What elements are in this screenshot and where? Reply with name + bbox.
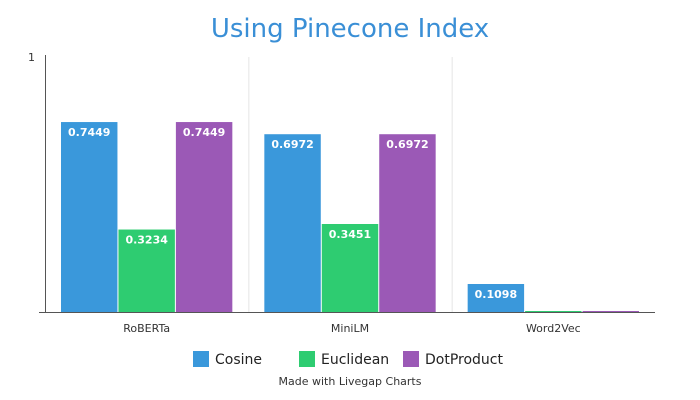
data-label: 0.3234	[125, 234, 168, 247]
bar-cosine-roberta	[61, 122, 118, 312]
bar-dotproduct-roberta	[175, 122, 233, 312]
bar-dotproduct-minilm	[379, 134, 436, 312]
x-tick-label: MiniLM	[331, 322, 369, 335]
legend-swatch-euclidean	[299, 351, 315, 367]
x-axis-ticks: RoBERTa MiniLM Word2Vec	[123, 322, 580, 335]
bar-euclidean-minilm	[321, 223, 379, 312]
data-label: 0.1098	[475, 288, 517, 301]
x-tick-label: RoBERTa	[123, 322, 170, 335]
grid-lines	[248, 57, 453, 312]
y-axis-ticks: 1	[28, 51, 35, 64]
data-label: 0.7449	[183, 126, 225, 139]
data-label: 0.3451	[329, 228, 371, 241]
axes	[39, 55, 655, 313]
legend-swatch-dotproduct	[403, 351, 419, 367]
legend-label-euclidean: Euclidean	[321, 352, 389, 368]
data-label: 0.6972	[271, 138, 313, 151]
legend-swatch-cosine	[193, 351, 209, 367]
bar-cosine-minilm	[264, 134, 321, 312]
y-tick-label: 1	[28, 51, 35, 64]
bar-dotproduct-word2vec	[582, 311, 639, 312]
data-label: 0.7449	[68, 126, 110, 139]
legend: Cosine Euclidean DotProduct	[193, 351, 504, 368]
x-tick-label: Word2Vec	[526, 322, 581, 335]
bar-euclidean-word2vec	[525, 311, 582, 312]
bar-cosine-word2vec	[467, 284, 525, 312]
credit-text: Made with Livegap Charts	[279, 375, 422, 388]
chart-title: Using Pinecone Index	[211, 14, 489, 44]
data-label: 0.6972	[386, 138, 428, 151]
legend-label-cosine: Cosine	[215, 352, 262, 368]
bar-euclidean-roberta	[118, 229, 175, 312]
bars: 0.7449 0.3234 0.7449 0.6972 0.3451 0.6972 0.10…	[61, 122, 639, 312]
legend-label-dotproduct: DotProduct	[425, 352, 504, 368]
